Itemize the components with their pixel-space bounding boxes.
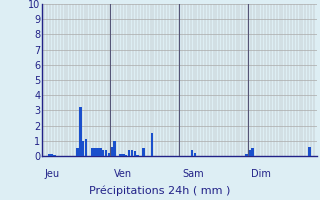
- Bar: [133, 151, 136, 156]
- Text: Jeu: Jeu: [44, 169, 60, 179]
- Bar: [102, 150, 104, 156]
- Bar: [125, 155, 127, 156]
- Bar: [151, 133, 153, 156]
- Bar: [99, 148, 101, 156]
- Bar: [105, 150, 107, 156]
- Bar: [308, 147, 311, 156]
- Bar: [136, 155, 139, 156]
- Bar: [76, 148, 79, 156]
- Bar: [248, 150, 251, 156]
- Text: Précipitations 24h ( mm ): Précipitations 24h ( mm ): [89, 186, 231, 196]
- Bar: [245, 154, 248, 156]
- Bar: [93, 148, 96, 156]
- Text: Dim: Dim: [251, 169, 271, 179]
- Bar: [108, 153, 110, 156]
- Bar: [48, 154, 50, 156]
- Bar: [96, 148, 99, 156]
- Bar: [85, 139, 87, 156]
- Bar: [128, 150, 130, 156]
- Bar: [82, 141, 84, 156]
- Bar: [131, 150, 133, 156]
- Bar: [122, 154, 124, 156]
- Bar: [142, 148, 145, 156]
- Bar: [53, 155, 56, 156]
- Bar: [119, 154, 122, 156]
- Bar: [194, 153, 196, 156]
- Bar: [79, 107, 82, 156]
- Bar: [114, 141, 116, 156]
- Text: Sam: Sam: [182, 169, 204, 179]
- Text: Ven: Ven: [113, 169, 132, 179]
- Bar: [51, 154, 53, 156]
- Bar: [91, 148, 93, 156]
- Bar: [251, 148, 253, 156]
- Bar: [191, 150, 193, 156]
- Bar: [111, 147, 113, 156]
